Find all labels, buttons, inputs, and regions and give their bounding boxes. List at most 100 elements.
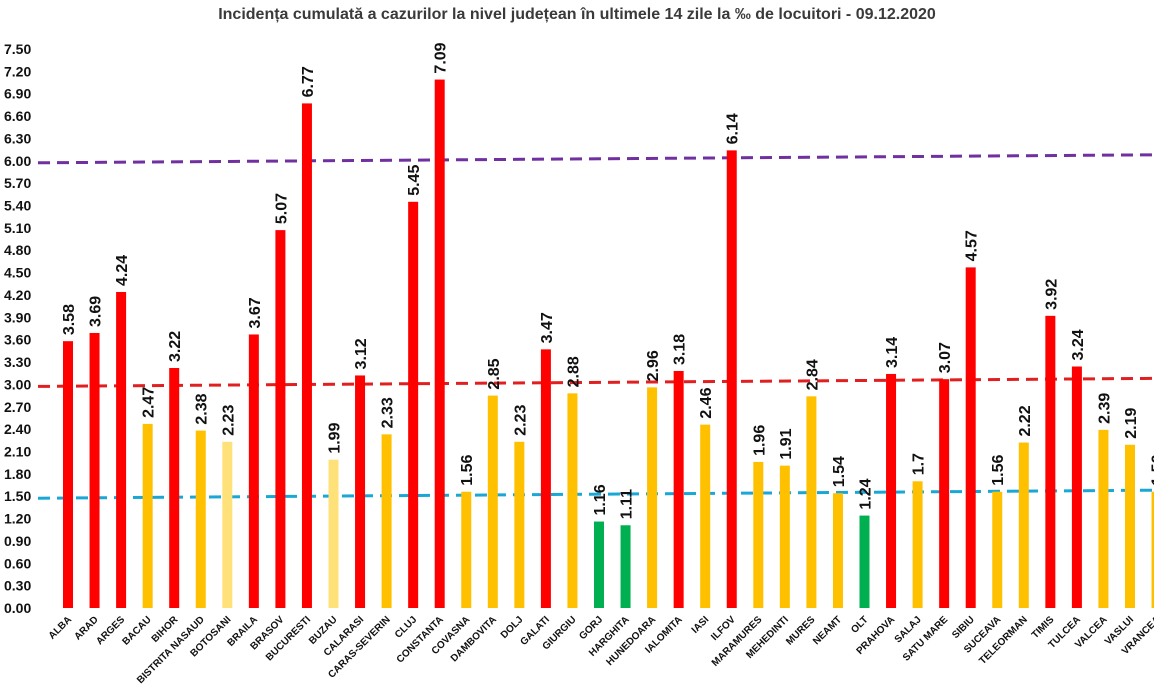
bar: [514, 441, 525, 608]
value-label: 1.7: [911, 453, 928, 475]
y-tick-label: 7.20: [4, 63, 31, 79]
bar: [939, 379, 950, 608]
value-label: 2.22: [1017, 405, 1034, 436]
value-label: 4.57: [964, 230, 981, 261]
category-label: IASI: [690, 614, 712, 636]
bar: [567, 393, 578, 608]
bar: [461, 491, 472, 608]
value-labels: 3.58 3.69 4.24 2.47 3.22 2.38 2.23 3.67 5.07 6.77…: [61, 42, 1154, 519]
y-tick-label: 3.00: [4, 376, 31, 392]
bar: [1151, 491, 1154, 608]
bar: [301, 103, 312, 608]
value-label: 3.67: [247, 297, 264, 328]
bar: [594, 521, 604, 608]
category-label: ALBA: [47, 614, 74, 641]
bar: [116, 291, 127, 608]
reference-lines: [37, 153, 1154, 500]
bar: [248, 334, 259, 608]
bar: [195, 430, 206, 608]
reference-line: [37, 488, 1154, 500]
bar: [142, 423, 153, 608]
bar: [355, 375, 366, 608]
bar: [434, 79, 445, 609]
value-label: 3.58: [61, 304, 78, 335]
value-label: 2.33: [380, 397, 397, 428]
value-label: 1.16: [592, 484, 609, 515]
bar: [540, 349, 551, 608]
value-label: 3.92: [1043, 279, 1060, 310]
value-label: 1.56: [459, 454, 476, 485]
y-tick-label: 2.70: [4, 399, 31, 415]
bar: [620, 525, 631, 608]
bar: [487, 395, 498, 608]
bar: [832, 493, 843, 608]
value-label: 4.24: [114, 255, 131, 286]
bar: [806, 396, 817, 608]
y-tick-label: 2.10: [4, 443, 31, 459]
y-tick-label: 1.80: [4, 466, 31, 482]
y-tick-label: 4.20: [4, 287, 31, 303]
category-label: TELEORMAN: [977, 614, 1030, 667]
value-label: 1.24: [858, 478, 875, 509]
value-label: 2.39: [1096, 393, 1113, 424]
bar: [859, 515, 870, 608]
y-tick-label: 3.60: [4, 332, 31, 348]
bars: [63, 79, 1154, 609]
category-label: NEAMT: [811, 614, 844, 647]
value-label: 2.46: [698, 387, 715, 418]
reference-line: [37, 376, 1154, 388]
bar: [222, 441, 233, 608]
bar: [275, 230, 286, 608]
value-label: 3.12: [353, 338, 370, 369]
y-tick-label: 3.30: [4, 354, 31, 370]
value-label: 2.84: [804, 359, 821, 390]
y-tick-label: 0.30: [4, 578, 31, 594]
bar: [169, 368, 180, 608]
y-tick-label: 7.50: [4, 41, 31, 57]
value-label: 6.14: [725, 113, 742, 144]
value-label: 2.88: [565, 356, 582, 387]
value-label: 1.99: [327, 422, 344, 453]
bar: [992, 491, 1003, 608]
bar: [726, 150, 737, 608]
value-label: 3.18: [672, 334, 689, 365]
value-label: 2.96: [645, 350, 662, 381]
value-label: 2.23: [220, 405, 237, 436]
bar: [912, 481, 923, 608]
bar: [1045, 315, 1056, 608]
bar: [381, 434, 392, 608]
category-label: MURES: [784, 614, 818, 648]
y-tick-label: 4.50: [4, 265, 31, 281]
value-label: 2.47: [141, 387, 158, 418]
bar: [328, 459, 339, 608]
y-tick-label: 1.20: [4, 511, 31, 527]
y-tick-label: 5.10: [4, 220, 31, 236]
value-label: 1.56: [1150, 454, 1154, 485]
y-tick-label: 6.00: [4, 153, 31, 169]
y-tick-label: 6.30: [4, 130, 31, 146]
y-tick-label: 0.00: [4, 600, 31, 616]
value-label: 3.07: [937, 342, 954, 373]
value-label: 2.38: [194, 393, 211, 424]
bar: [779, 465, 790, 608]
bar: [700, 424, 711, 608]
value-label: 1.11: [619, 489, 636, 519]
value-label: 5.45: [406, 165, 423, 196]
value-label: 3.22: [167, 331, 184, 362]
value-label: 3.69: [88, 296, 105, 327]
y-tick-label: 6.90: [4, 86, 31, 102]
bar: [408, 201, 419, 608]
y-axis-ticks: 0.00 0.30 0.60 0.90 1.20 1.50 1.80 2.10 2.40 2.70…: [4, 41, 31, 616]
value-label: 6.77: [300, 66, 317, 97]
bar: [965, 267, 976, 608]
value-label: 7.09: [433, 42, 450, 73]
y-tick-label: 5.70: [4, 175, 31, 191]
y-tick-label: 5.40: [4, 198, 31, 214]
bar: [886, 373, 897, 608]
reference-line: [37, 153, 1154, 165]
value-label: 1.91: [778, 428, 795, 459]
value-label: 1.56: [990, 454, 1007, 485]
bar: [647, 387, 658, 608]
